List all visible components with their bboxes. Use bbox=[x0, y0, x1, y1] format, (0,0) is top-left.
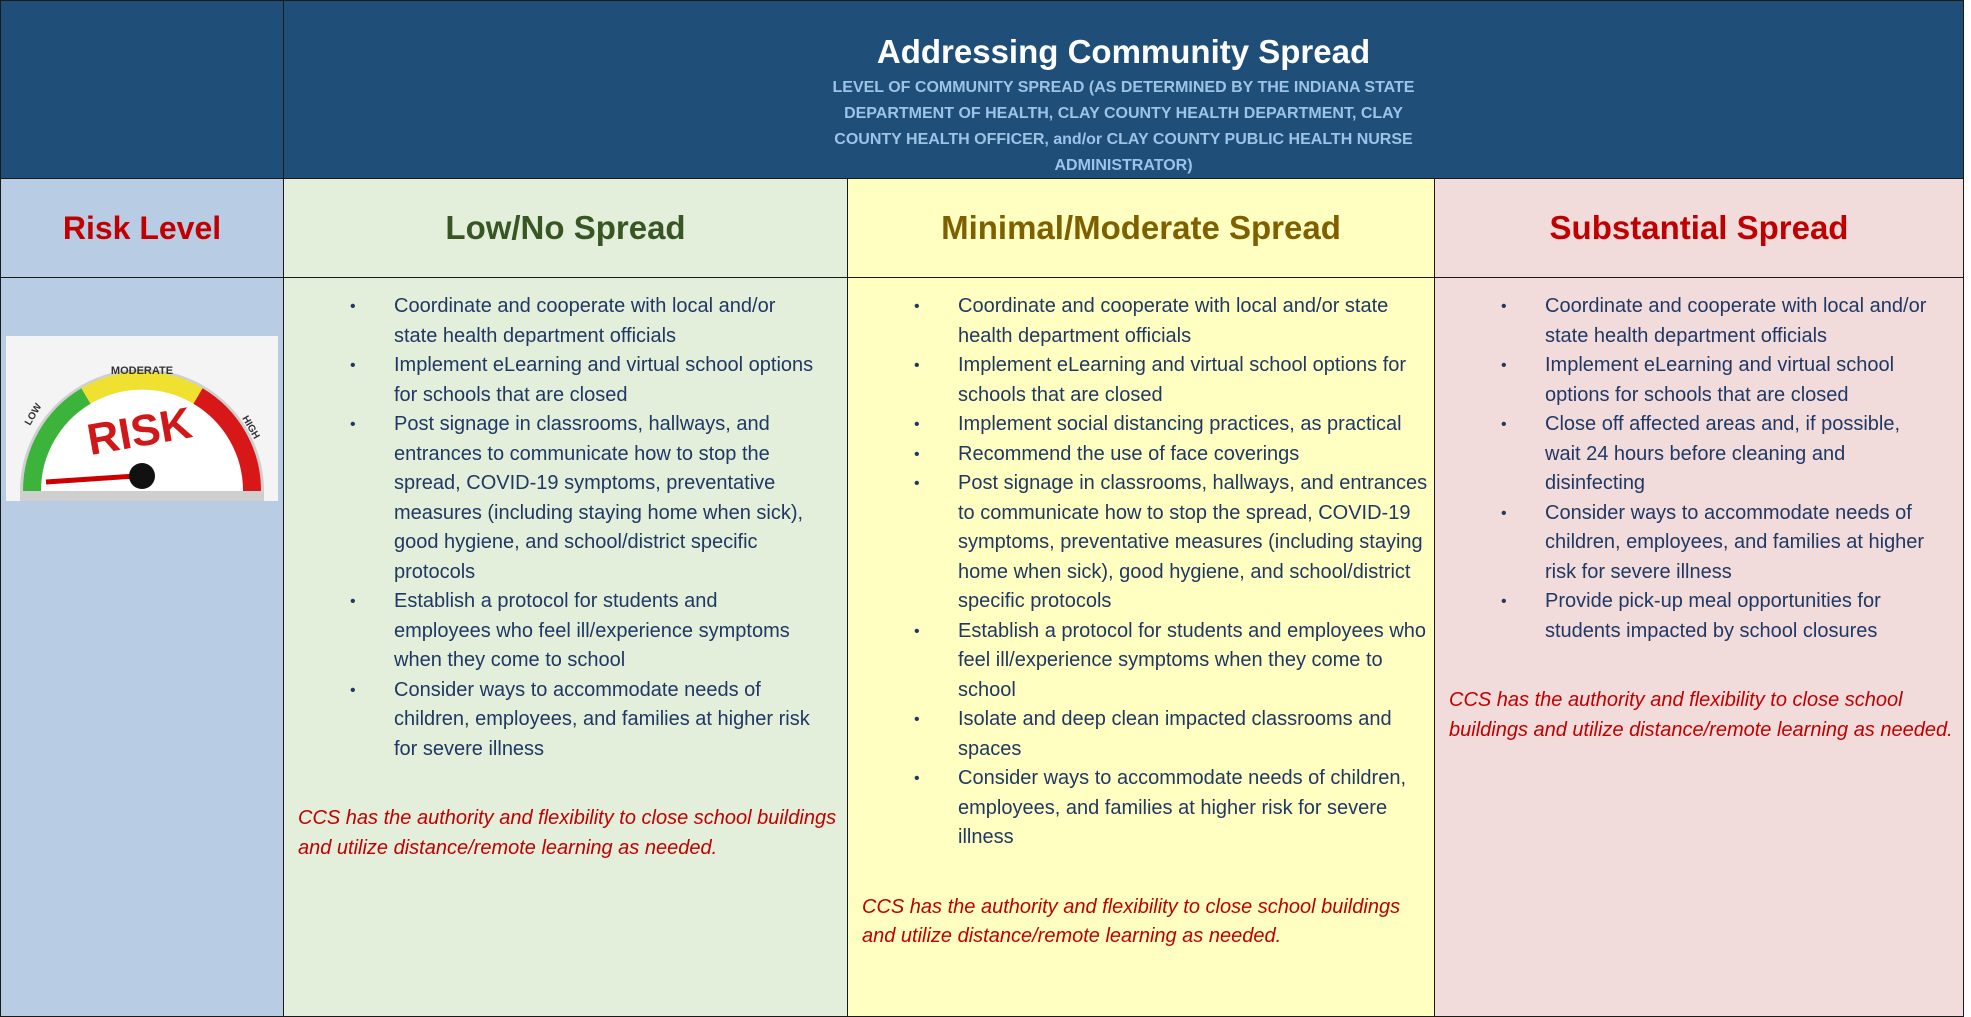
bullet-item: Coordinate and cooperate with local and/… bbox=[394, 292, 819, 351]
bullet-list: Coordinate and cooperate with local and/… bbox=[1435, 292, 1963, 646]
header: Addressing Community Spread LEVEL OF COM… bbox=[283, 0, 1964, 179]
bullet-item: Isolate and deep clean impacted classroo… bbox=[958, 705, 1434, 764]
bullet-item: Post signage in classrooms, hallways, an… bbox=[394, 410, 819, 587]
bullet-list: Coordinate and cooperate with local and/… bbox=[848, 292, 1434, 853]
bullet-item: Close off affected areas and, if possibl… bbox=[1545, 410, 1935, 499]
risk-column: MODERATE LOW HIGH RISK bbox=[0, 277, 284, 1017]
bullet-item: Implement eLearning and virtual school o… bbox=[1545, 351, 1935, 410]
note: CCS has the authority and flexibility to… bbox=[1449, 686, 1955, 745]
column-heading: Substantial Spread bbox=[1434, 178, 1964, 278]
gauge-moderate: MODERATE bbox=[111, 365, 173, 377]
page: Addressing Community Spread LEVEL OF COM… bbox=[0, 0, 1971, 1001]
header-corner bbox=[0, 0, 284, 179]
column-body: Coordinate and cooperate with local and/… bbox=[283, 277, 848, 1017]
column-heading: Low/No Spread bbox=[283, 178, 848, 278]
bullet-item: Implement social distancing practices, a… bbox=[958, 410, 1434, 440]
bullet-item: Establish a protocol for students and em… bbox=[958, 617, 1434, 706]
bullet-item: Post signage in classrooms, hallways, an… bbox=[958, 469, 1434, 617]
bullet-item: Coordinate and cooperate with local and/… bbox=[1545, 292, 1935, 351]
risk-label: Risk Level bbox=[0, 178, 284, 278]
bullet-item: Consider ways to accommodate needs of ch… bbox=[1545, 499, 1935, 588]
bullet-item: Coordinate and cooperate with local and/… bbox=[958, 292, 1434, 351]
risk-gauge: MODERATE LOW HIGH RISK bbox=[6, 336, 278, 501]
bullet-item: Implement eLearning and virtual school o… bbox=[394, 351, 819, 410]
bullet-item: Implement eLearning and virtual school o… bbox=[958, 351, 1434, 410]
title: Addressing Community Spread bbox=[284, 33, 1963, 71]
bullet-item: Provide pick-up meal opportunities for s… bbox=[1545, 587, 1935, 646]
column-heading: Minimal/Moderate Spread bbox=[847, 178, 1435, 278]
gauge-hub bbox=[129, 463, 155, 489]
note: CCS has the authority and flexibility to… bbox=[862, 893, 1426, 952]
subtitle: LEVEL OF COMMUNITY SPREAD (AS DETERMINED… bbox=[824, 75, 1424, 179]
note: CCS has the authority and flexibility to… bbox=[298, 804, 839, 863]
bullet-item: Consider ways to accommodate needs of ch… bbox=[958, 764, 1434, 853]
bullet-item: Recommend the use of face coverings bbox=[958, 440, 1434, 470]
bullet-item: Establish a protocol for students and em… bbox=[394, 587, 819, 676]
column-body: Coordinate and cooperate with local and/… bbox=[1434, 277, 1964, 1017]
bullet-item: Consider ways to accommodate needs of ch… bbox=[394, 676, 819, 765]
bullet-list: Coordinate and cooperate with local and/… bbox=[284, 292, 847, 764]
column-body: Coordinate and cooperate with local and/… bbox=[847, 277, 1435, 1017]
